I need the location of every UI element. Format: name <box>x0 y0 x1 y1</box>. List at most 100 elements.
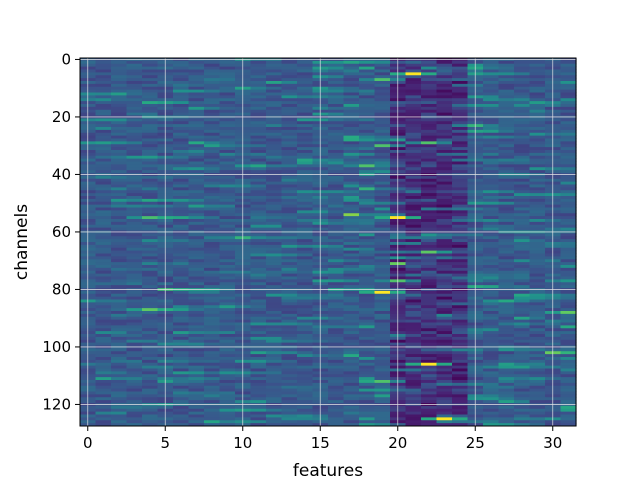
heatmap-cell <box>188 135 205 139</box>
heatmap-cell <box>498 118 515 122</box>
heatmap-cell <box>95 181 112 185</box>
heatmap-cell <box>483 325 500 329</box>
heatmap-cell <box>111 207 128 211</box>
heatmap-cell <box>514 112 531 116</box>
heatmap-cell <box>328 394 345 398</box>
heatmap-cell <box>126 86 143 91</box>
heatmap-cell <box>560 382 577 387</box>
heatmap-cell <box>343 60 360 65</box>
heatmap-cell <box>498 161 515 165</box>
heatmap-cell <box>405 132 422 137</box>
heatmap-cell <box>173 216 190 220</box>
heatmap-cell <box>343 253 360 257</box>
heatmap-cell <box>514 63 531 68</box>
heatmap-cell <box>436 279 453 283</box>
heatmap-cell <box>343 213 360 217</box>
heatmap-cell <box>173 95 190 99</box>
heatmap-cell <box>498 302 515 306</box>
heatmap-cell <box>374 147 391 151</box>
heatmap-cell <box>204 184 221 188</box>
heatmap-cell <box>483 336 500 341</box>
heatmap-cell <box>405 359 422 364</box>
heatmap-cell <box>142 233 159 237</box>
heatmap-cell <box>111 365 128 369</box>
heatmap-cell <box>483 285 500 289</box>
heatmap-cell <box>529 285 546 289</box>
heatmap-cell <box>328 184 345 188</box>
heatmap-cell <box>111 256 128 260</box>
heatmap-cell <box>343 408 360 413</box>
heatmap-cell <box>95 187 112 191</box>
heatmap-cell <box>95 190 112 194</box>
heatmap-cell <box>188 81 205 85</box>
heatmap-cell <box>436 316 453 321</box>
heatmap-cell <box>204 285 221 289</box>
heatmap-cell <box>142 351 159 355</box>
heatmap-cell <box>111 400 128 404</box>
heatmap-cell <box>111 81 128 85</box>
heatmap-cell <box>95 391 112 395</box>
heatmap-cell <box>498 397 515 401</box>
heatmap-cell <box>328 155 345 160</box>
heatmap-cell <box>281 305 298 309</box>
heatmap-cell <box>250 127 267 131</box>
heatmap-cell <box>173 106 190 111</box>
heatmap-cell <box>266 408 283 413</box>
heatmap-cell <box>142 311 159 315</box>
heatmap-cell <box>219 354 236 358</box>
heatmap-cell <box>297 273 314 277</box>
heatmap-cell <box>204 118 221 122</box>
heatmap-cell <box>343 190 360 194</box>
heatmap-cell <box>405 308 422 312</box>
heatmap-cell <box>560 155 577 160</box>
heatmap-cell <box>483 187 500 191</box>
heatmap-cell <box>126 371 143 375</box>
heatmap-cell <box>529 81 546 85</box>
heatmap-cell <box>328 299 345 303</box>
heatmap-cell <box>374 227 391 231</box>
heatmap-cell <box>421 98 438 102</box>
heatmap-cell <box>560 147 577 151</box>
heatmap-cell <box>374 313 391 318</box>
heatmap-cell <box>436 394 453 398</box>
heatmap-cell <box>281 152 298 157</box>
heatmap-cell <box>560 351 577 355</box>
heatmap-cell <box>173 144 190 148</box>
heatmap-cell <box>498 81 515 85</box>
heatmap-cell <box>436 385 453 390</box>
heatmap-cell <box>374 279 391 283</box>
heatmap-cell <box>126 368 143 372</box>
heatmap-cell <box>126 262 143 266</box>
heatmap-cell <box>529 322 546 326</box>
heatmap-cell <box>328 414 345 418</box>
heatmap-cell <box>111 66 128 70</box>
heatmap-cell <box>328 339 345 344</box>
heatmap-cell <box>173 311 190 315</box>
heatmap-cell <box>483 147 500 151</box>
heatmap-cell <box>436 60 453 65</box>
heatmap-cell <box>281 66 298 70</box>
heatmap-cell <box>359 250 376 254</box>
heatmap-cell <box>281 135 298 139</box>
heatmap-cell <box>529 305 546 309</box>
heatmap-cell <box>266 95 283 99</box>
heatmap-cell <box>219 95 236 99</box>
heatmap-cell <box>142 161 159 165</box>
heatmap-cell <box>173 417 190 421</box>
heatmap-cell <box>483 201 500 206</box>
heatmap-cell <box>126 92 143 96</box>
heatmap-cell <box>266 170 283 174</box>
heatmap-cell <box>266 167 283 171</box>
heatmap-cell <box>173 385 190 390</box>
heatmap-cell <box>111 75 128 79</box>
heatmap-cell <box>266 400 283 404</box>
heatmap-cell <box>436 339 453 344</box>
heatmap-cell <box>529 328 546 332</box>
heatmap-cell <box>250 391 267 395</box>
heatmap-cell <box>359 112 376 116</box>
heatmap-cell <box>219 357 236 361</box>
heatmap-cell <box>111 328 128 332</box>
heatmap-cell <box>281 219 298 223</box>
heatmap-cell <box>142 296 159 300</box>
heatmap-cell <box>266 290 283 295</box>
